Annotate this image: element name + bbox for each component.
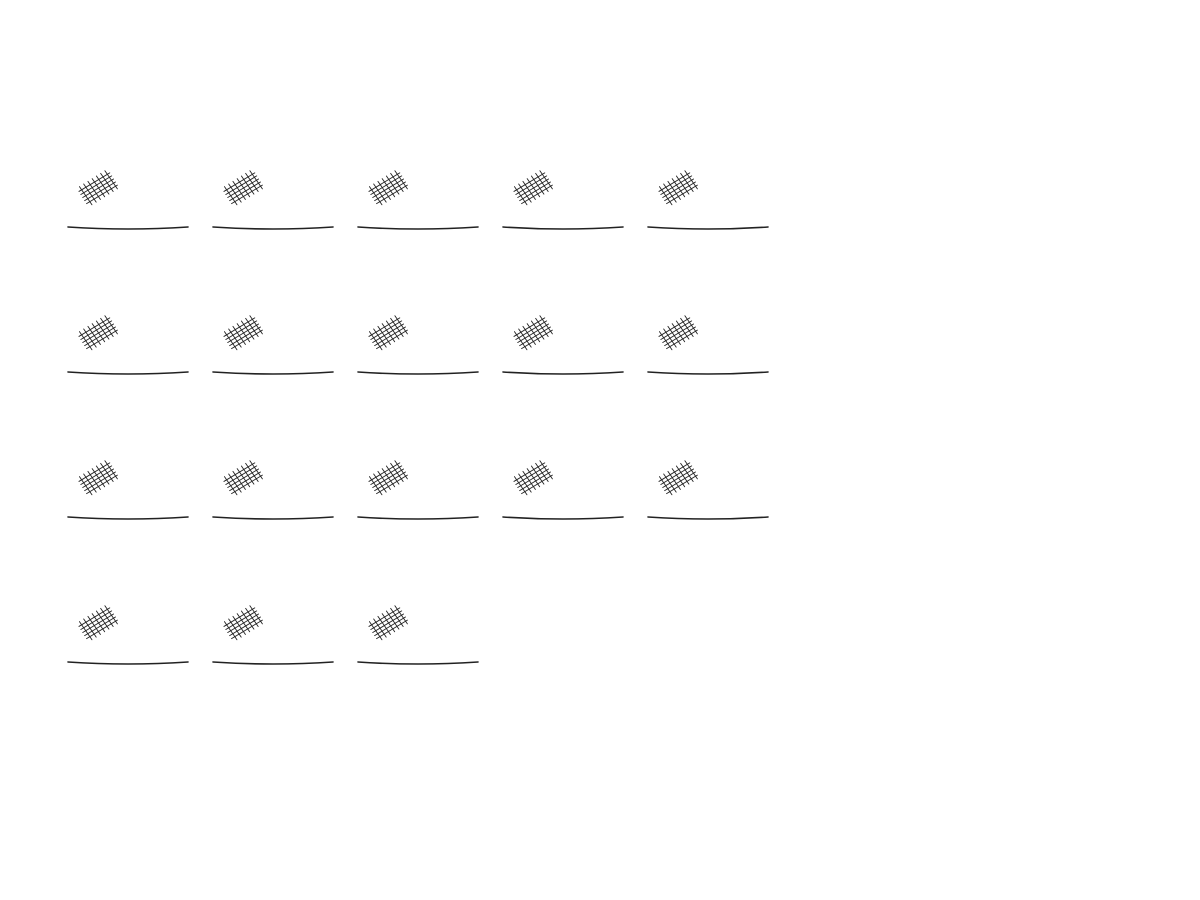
answer-line: [357, 661, 479, 665]
crosshatch-blob-icon: [513, 460, 553, 496]
answer-line: [357, 371, 479, 375]
answer-line: [67, 226, 189, 230]
worksheet-item: [502, 460, 624, 520]
answer-line: [647, 516, 769, 520]
crosshatch-blob-icon: [223, 170, 263, 206]
answer-line: [67, 371, 189, 375]
crosshatch-blob-icon: [368, 605, 408, 641]
answer-line: [502, 226, 624, 230]
crosshatch-blob-icon: [223, 605, 263, 641]
crosshatch-blob-icon: [368, 460, 408, 496]
crosshatch-blob-icon: [658, 315, 698, 351]
crosshatch-blob-icon: [223, 315, 263, 351]
crosshatch-blob-icon: [78, 170, 118, 206]
answer-line: [212, 371, 334, 375]
worksheet-item: [212, 605, 334, 665]
worksheet-item: [67, 605, 189, 665]
crosshatch-blob-icon: [658, 460, 698, 496]
worksheet-item: [357, 460, 479, 520]
worksheet-items: [67, 170, 769, 665]
crosshatch-blob-icon: [368, 170, 408, 206]
answer-line: [647, 226, 769, 230]
worksheet-item: [67, 460, 189, 520]
crosshatch-blob-icon: [78, 315, 118, 351]
crosshatch-blob-icon: [368, 315, 408, 351]
answer-line: [212, 516, 334, 520]
crosshatch-blob-icon: [78, 605, 118, 641]
crosshatch-blob-icon: [223, 460, 263, 496]
worksheet-item: [212, 170, 334, 230]
answer-line: [647, 371, 769, 375]
worksheet-item: [357, 170, 479, 230]
worksheet-item: [67, 315, 189, 375]
worksheet-item: [502, 315, 624, 375]
answer-line: [502, 516, 624, 520]
worksheet-item: [212, 460, 334, 520]
answer-line: [502, 371, 624, 375]
worksheet-item: [502, 170, 624, 230]
answer-line: [212, 226, 334, 230]
worksheet-item: [647, 170, 769, 230]
answer-line: [357, 226, 479, 230]
worksheet-item: [647, 315, 769, 375]
answer-line: [357, 516, 479, 520]
worksheet-item: [357, 315, 479, 375]
worksheet-item: [647, 460, 769, 520]
answer-line: [67, 516, 189, 520]
answer-line: [67, 661, 189, 665]
crosshatch-blob-icon: [78, 460, 118, 496]
answer-line: [212, 661, 334, 665]
worksheet-item: [357, 605, 479, 665]
worksheet-item: [212, 315, 334, 375]
crosshatch-blob-icon: [513, 315, 553, 351]
crosshatch-blob-icon: [658, 170, 698, 206]
worksheet-item: [67, 170, 189, 230]
crosshatch-blob-icon: [513, 170, 553, 206]
